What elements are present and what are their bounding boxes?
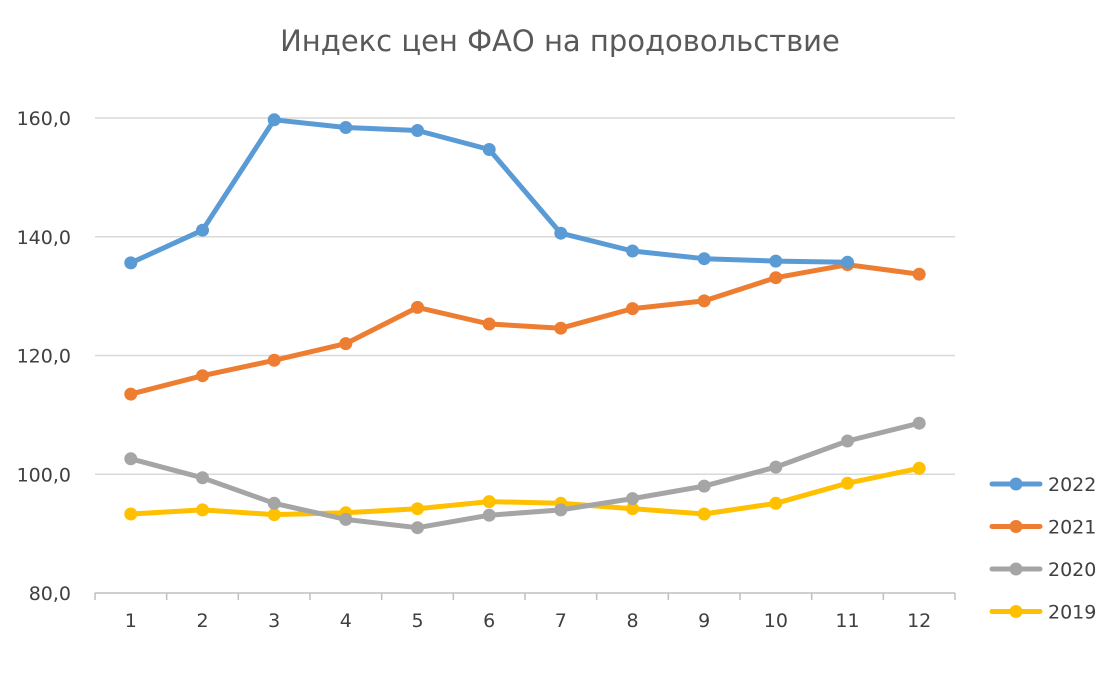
- y-axis: 80,0 100,0 120,0 140,0 160,0: [17, 108, 71, 605]
- data-point: [411, 521, 424, 535]
- x-axis: [94, 592, 956, 600]
- data-point: [769, 271, 783, 285]
- x-tick-label: 3: [268, 610, 280, 632]
- data-point: [554, 503, 568, 517]
- data-point: [267, 508, 281, 522]
- legend-swatch-marker: [1009, 520, 1023, 533]
- legend-swatch-marker: [1009, 605, 1023, 618]
- data-point: [196, 369, 209, 383]
- data-point: [626, 302, 639, 316]
- data-point: [912, 461, 926, 475]
- data-point: [554, 321, 568, 335]
- data-point: [267, 496, 281, 510]
- legend: 2022 2021 2020 2019: [989, 474, 1096, 624]
- data-point: [912, 267, 926, 281]
- legend-label: 2020: [1048, 559, 1096, 581]
- data-point: [196, 471, 209, 485]
- data-point: [482, 317, 496, 331]
- data-point: [482, 508, 496, 522]
- data-point: [482, 495, 496, 509]
- data-point: [697, 294, 711, 308]
- data-point: [124, 452, 138, 466]
- gridlines: [95, 117, 955, 475]
- x-tick-label: 4: [340, 610, 352, 632]
- legend-item: 2019: [989, 602, 1096, 624]
- data-point: [196, 503, 209, 517]
- data-point: [697, 507, 711, 521]
- x-tick-label: 5: [411, 610, 423, 632]
- data-point: [769, 496, 783, 510]
- x-tick-label: 10: [764, 610, 788, 632]
- x-tick-label: 2: [196, 610, 208, 632]
- data-point: [841, 255, 854, 269]
- x-tick-label: 7: [555, 610, 567, 632]
- x-tick-label: 8: [626, 610, 638, 632]
- y-tick-label: 100,0: [17, 464, 71, 486]
- series-group: [124, 113, 926, 535]
- data-point: [769, 460, 783, 474]
- legend-swatch-marker: [1009, 562, 1023, 576]
- data-point: [196, 223, 209, 237]
- series-line: [128, 117, 850, 266]
- series-2020: [124, 416, 926, 535]
- data-point: [339, 512, 353, 526]
- legend-item: 2020: [989, 559, 1096, 581]
- legend-item: 2022: [989, 474, 1096, 496]
- data-point: [626, 492, 639, 506]
- data-point: [626, 502, 639, 516]
- x-tick-label: 12: [907, 610, 931, 632]
- series-line: [128, 420, 922, 531]
- x-tick-label: 6: [483, 610, 495, 632]
- data-point: [841, 434, 854, 448]
- chart-title: Индекс цен ФАО на продовольствие: [280, 24, 840, 58]
- x-axis-labels: 1 2 3 4 5 6 7 8 9 10 11 12: [125, 610, 931, 632]
- y-tick-label: 80,0: [29, 583, 71, 605]
- data-point: [267, 113, 281, 127]
- data-point: [124, 256, 138, 270]
- data-point: [411, 124, 424, 137]
- x-tick-label: 9: [698, 610, 710, 632]
- y-tick-label: 120,0: [17, 346, 71, 368]
- series-2021: [124, 258, 926, 401]
- data-point: [411, 300, 424, 314]
- data-point: [411, 502, 424, 516]
- data-point: [769, 254, 783, 268]
- x-tick-label: 11: [835, 610, 859, 632]
- data-point: [339, 337, 353, 351]
- data-point: [124, 507, 138, 521]
- series-2022: [124, 113, 854, 270]
- data-point: [912, 416, 926, 430]
- legend-label: 2019: [1048, 602, 1096, 624]
- data-point: [697, 479, 711, 493]
- x-tick-label: 1: [125, 610, 137, 632]
- legend-label: 2021: [1048, 517, 1096, 539]
- y-tick-label: 140,0: [17, 227, 71, 249]
- data-point: [482, 143, 496, 156]
- legend-label: 2022: [1048, 474, 1096, 496]
- data-point: [697, 252, 711, 266]
- data-point: [339, 121, 353, 134]
- legend-swatch-marker: [1009, 477, 1023, 491]
- data-point: [124, 387, 138, 401]
- data-point: [554, 226, 568, 240]
- legend-item: 2021: [989, 517, 1096, 539]
- series-line: [128, 465, 922, 518]
- data-point: [267, 353, 281, 367]
- y-tick-label: 160,0: [17, 108, 71, 130]
- data-point: [841, 476, 854, 490]
- series-line: [128, 262, 922, 397]
- data-point: [626, 244, 639, 258]
